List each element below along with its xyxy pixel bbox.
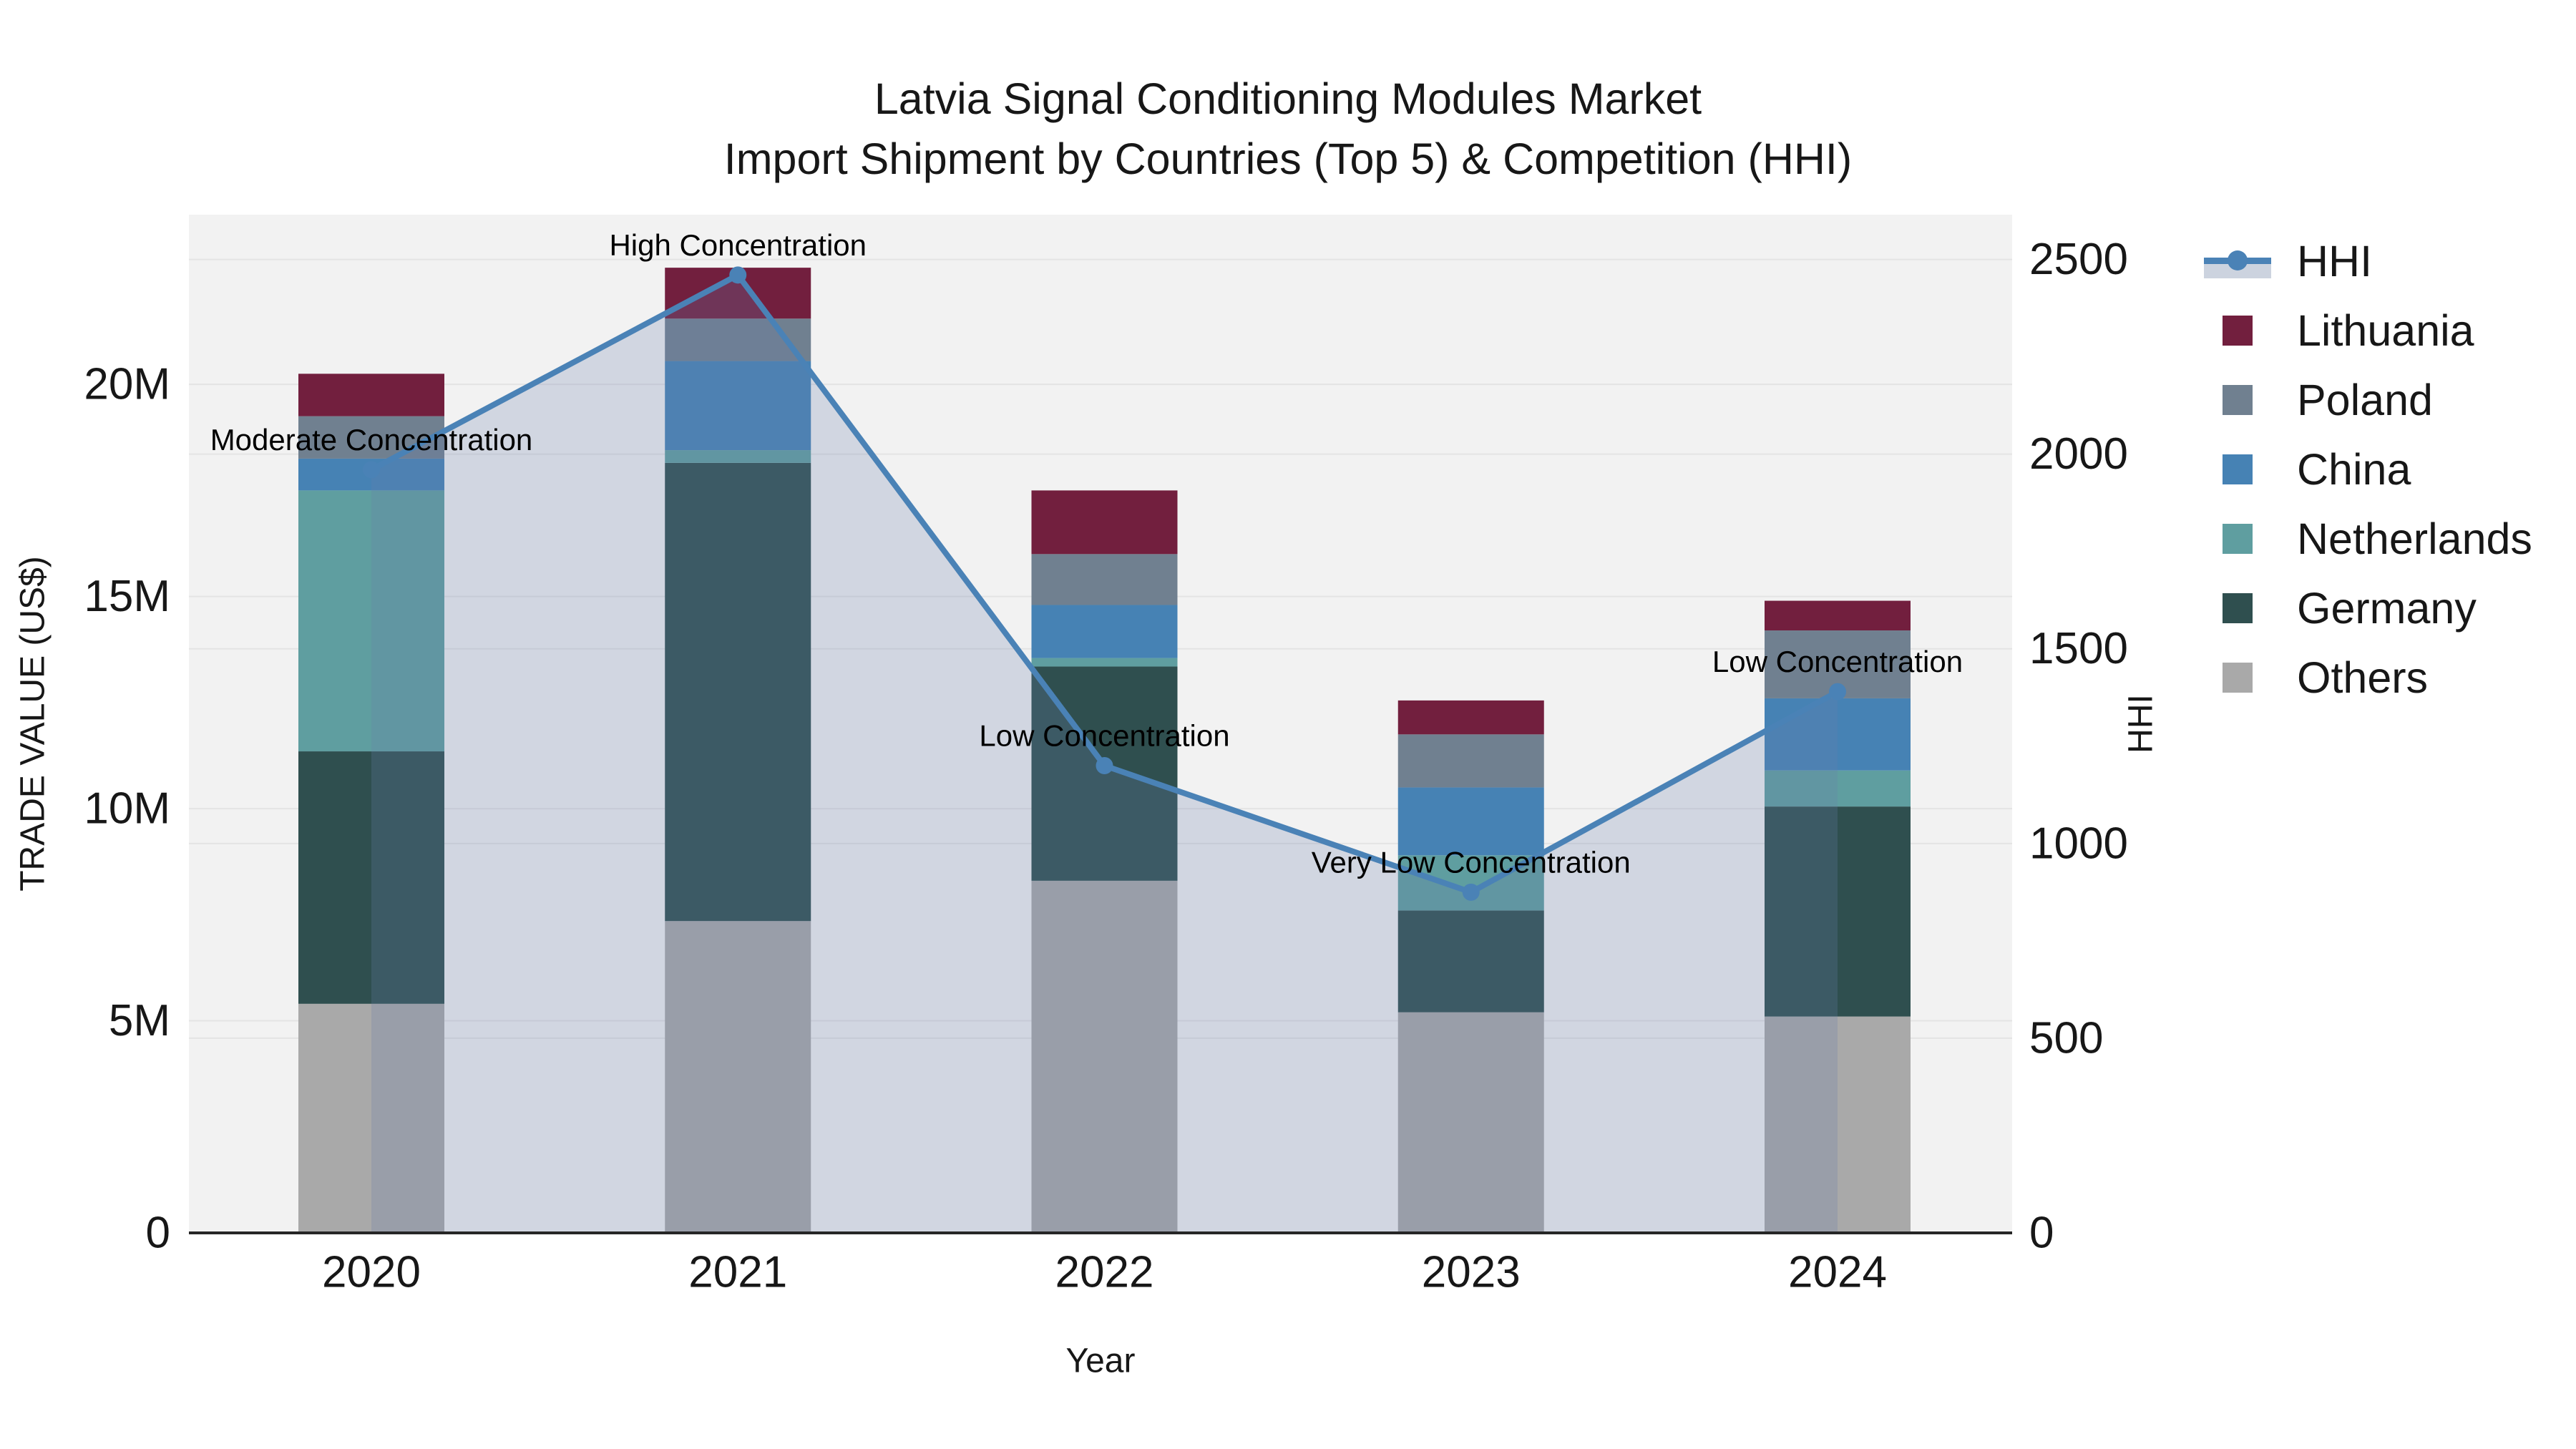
bar-segment-others-2023	[1397, 1012, 1544, 1233]
color-swatch-icon	[2198, 516, 2277, 562]
legend-item-netherlands: Netherlands	[2198, 504, 2570, 573]
left-axis-tick: 5M	[109, 996, 170, 1045]
hhi-marker-2024	[1829, 683, 1846, 701]
legend-item-china: China	[2198, 434, 2570, 504]
annotation-label: Low Concentration	[979, 718, 1229, 752]
bar-segment-netherlands-2022	[1031, 658, 1178, 667]
bar-segment-netherlands-2024	[1765, 770, 1911, 807]
bar-segment-germany-2020	[298, 751, 444, 1004]
legend-item-others: Others	[2198, 643, 2570, 712]
legend: HHI Lithuania Poland China Netherlands G…	[2198, 226, 2570, 712]
x-axis-tick: 2022	[1055, 1248, 1154, 1297]
legend-item-germany: Germany	[2198, 573, 2570, 643]
color-swatch-icon	[2198, 447, 2277, 492]
chart-title: Latvia Signal Conditioning Modules Marke…	[0, 69, 2576, 189]
legend-label: Lithuania	[2297, 306, 2474, 355]
legend-label: Others	[2297, 653, 2429, 702]
bar-segment-lithuania-2022	[1031, 490, 1178, 555]
hhi-line-sample-icon	[2198, 238, 2277, 284]
left-axis-tick: 15M	[84, 572, 170, 621]
bar-segment-poland-2020	[298, 416, 444, 459]
right-axis-tick: 1500	[2029, 624, 2128, 673]
bar-segment-poland-2023	[1397, 734, 1544, 788]
bar-segment-china-2021	[665, 361, 811, 451]
legend-label: Netherlands	[2297, 514, 2532, 563]
bar-segment-netherlands-2021	[665, 450, 811, 463]
legend-label: China	[2297, 444, 2411, 494]
right-axis-tick: 0	[2029, 1209, 2054, 1258]
color-swatch-icon	[2198, 308, 2277, 353]
bar-segment-germany-2021	[665, 462, 811, 922]
left-axis-tick: 10M	[84, 784, 170, 834]
bar-segment-others-2021	[665, 921, 811, 1233]
right-axis-title: HHI	[2122, 694, 2160, 753]
hhi-marker-2021	[729, 266, 747, 284]
bar-segment-netherlands-2020	[298, 490, 444, 752]
bar-segment-lithuania-2024	[1765, 600, 1911, 631]
color-swatch-icon	[2198, 377, 2277, 423]
bar-segment-lithuania-2020	[298, 374, 444, 416]
annotation-label: High Concentration	[609, 228, 867, 262]
bar-segment-germany-2023	[1397, 910, 1544, 1013]
hhi-marker-2022	[1096, 756, 1113, 774]
x-axis-tick: 2020	[322, 1248, 421, 1297]
annotation-label: Moderate Concentration	[210, 423, 533, 457]
bar-segment-others-2020	[298, 1003, 444, 1233]
legend-item-hhi: HHI	[2198, 226, 2570, 296]
left-axis-title: TRADE VALUE (US$)	[14, 556, 52, 892]
hhi-marker-2020	[363, 461, 380, 479]
bar-segment-china-2023	[1397, 787, 1544, 856]
bar-segment-germany-2024	[1765, 806, 1911, 1017]
legend-item-poland: Poland	[2198, 365, 2570, 434]
color-swatch-icon	[2198, 655, 2277, 701]
chart-title-line2: Import Shipment by Countries (Top 5) & C…	[723, 135, 1853, 183]
right-axis-tick: 2000	[2029, 429, 2128, 479]
left-axis-tick: 20M	[84, 360, 170, 409]
chart-title-line1: Latvia Signal Conditioning Modules Marke…	[874, 74, 1702, 123]
left-axis-tick: 0	[146, 1209, 170, 1258]
x-axis-tick: 2024	[1788, 1248, 1887, 1297]
bar-segment-lithuania-2023	[1397, 700, 1544, 735]
right-axis-tick: 2500	[2029, 235, 2128, 284]
legend-item-lithuania: Lithuania	[2198, 296, 2570, 365]
color-swatch-icon	[2198, 585, 2277, 631]
legend-label: Germany	[2297, 583, 2477, 633]
annotation-label: Very Low Concentration	[1312, 845, 1631, 879]
x-axis-tick: 2023	[1422, 1248, 1521, 1297]
bar-segment-china-2024	[1765, 698, 1911, 771]
x-axis-tick: 2021	[688, 1248, 787, 1297]
legend-label: HHI	[2297, 236, 2373, 286]
annotation-label: Low Concentration	[1712, 645, 1963, 678]
bar-segment-others-2024	[1765, 1016, 1911, 1233]
x-axis-title: Year	[1066, 1342, 1136, 1380]
right-axis-tick: 500	[2029, 1013, 2103, 1063]
right-axis-tick: 1000	[2029, 819, 2128, 868]
bar-segment-others-2022	[1031, 880, 1178, 1233]
hhi-marker-2023	[1462, 883, 1480, 901]
legend-label: Poland	[2297, 375, 2433, 424]
bar-segment-china-2022	[1031, 605, 1178, 658]
hhi-area-fill	[371, 275, 1838, 1233]
bar-segment-poland-2022	[1031, 554, 1178, 605]
